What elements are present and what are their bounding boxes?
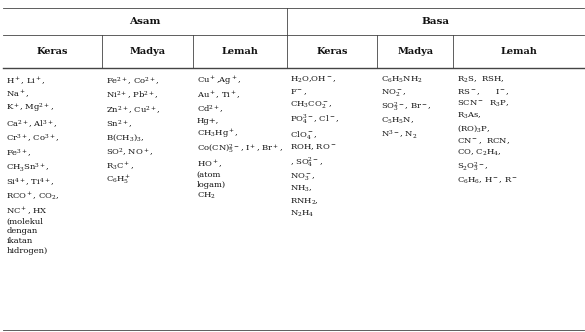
Text: Lemah: Lemah bbox=[221, 47, 259, 56]
Text: C$_6$H$_5$NH$_2$
NO$_2^-$,
SO$_3^{2-}$, Br$^-$,
C$_5$H$_5$N,
N$^{3-}$, N$_2$: C$_6$H$_5$NH$_2$ NO$_2^-$, SO$_3^{2-}$, … bbox=[381, 75, 431, 141]
Text: Keras: Keras bbox=[37, 47, 68, 56]
Text: Madya: Madya bbox=[397, 47, 433, 56]
Text: Madya: Madya bbox=[130, 47, 166, 56]
Text: Cu$^+$,Ag$^+$,
Au$^+$, Ti$^+$,
Cd$^{2+}$,
Hg+,
CH$_3$Hg$^+$,
Co(CN)$_5^{2}$$^-$,: Cu$^+$,Ag$^+$, Au$^+$, Ti$^+$, Cd$^{2+}$… bbox=[197, 75, 283, 201]
Text: Basa: Basa bbox=[421, 17, 449, 26]
Text: Lemah: Lemah bbox=[500, 47, 537, 56]
Text: Fe$^{2+}$, Co$^{2+}$,
Ni$^{2+}$, Pb$^{2+}$,
Zn$^{2+}$, Cu$^{2+}$,
Sn$^{2+}$,
B(C: Fe$^{2+}$, Co$^{2+}$, Ni$^{2+}$, Pb$^{2+… bbox=[106, 75, 160, 186]
Text: Keras: Keras bbox=[316, 47, 347, 56]
Text: R$_2$S,  RSH,
RS$^-$,      I$^-$,
SCN$^-$  R$_3$P,
R$_3$As,
(RO)$_3$P,
CN$^-$,  : R$_2$S, RSH, RS$^-$, I$^-$, SCN$^-$ R$_3… bbox=[457, 75, 518, 186]
Text: Asam: Asam bbox=[129, 17, 160, 26]
Text: H$_2$O,OH$^-$,
F$^-$,
CH$_3$CO$_2^-$,
PO$_4^{3-}$, Cl$^-$,
ClO$_4^-$,
ROH, RO$^-: H$_2$O,OH$^-$, F$^-$, CH$_3$CO$_2^-$, PO… bbox=[290, 75, 339, 219]
Text: H$^+$, Li$^+$,
Na$^+$,
K$^+$, Mg$^{2+}$,
Ca$^{2+}$, Al$^{3+}$,
Cr$^{3+}$, Co$^{3: H$^+$, Li$^+$, Na$^+$, K$^+$, Mg$^{2+}$,… bbox=[6, 75, 60, 255]
